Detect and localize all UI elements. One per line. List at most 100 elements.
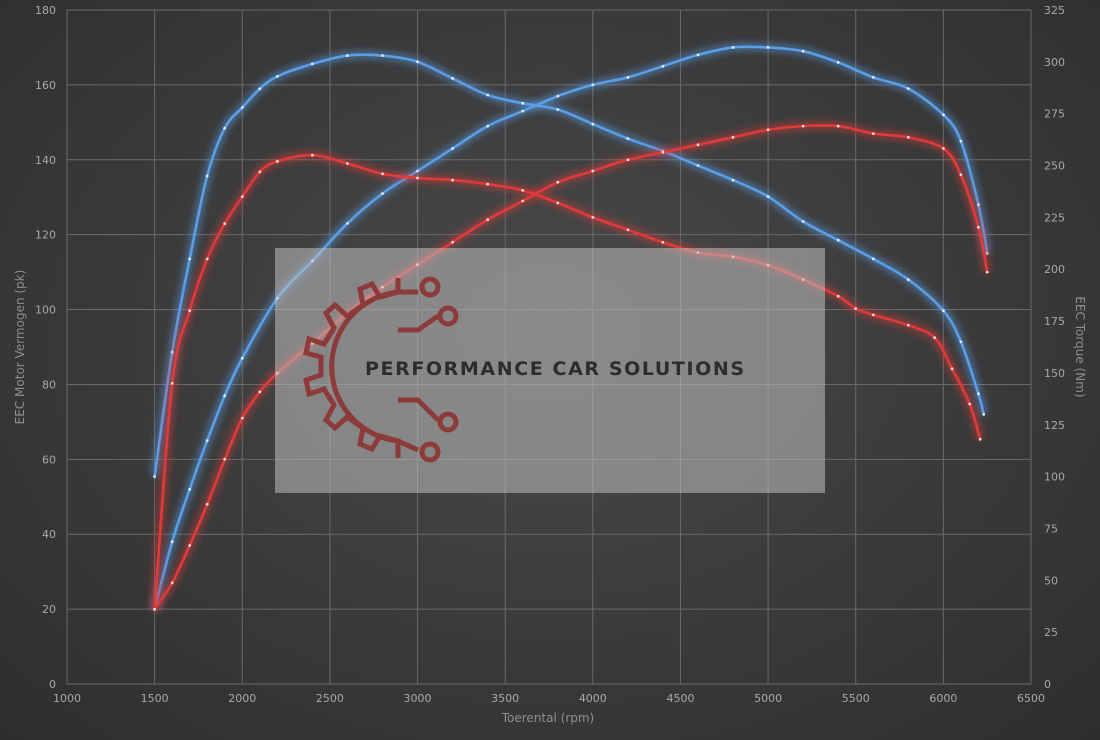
x-axis-title: Toerental (rpm) <box>501 711 594 725</box>
y-tick-label: 100 <box>35 304 56 317</box>
data-point <box>950 367 954 371</box>
data-point <box>766 195 770 199</box>
data-point <box>223 126 227 130</box>
x-tick-label: 2500 <box>316 692 344 705</box>
x-tick-label: 3500 <box>491 692 519 705</box>
y-axis-right-title: EEC Torque (Nm) <box>1073 296 1087 397</box>
data-point <box>381 192 384 195</box>
data-point <box>223 457 227 461</box>
y-tick-label: 20 <box>42 603 56 616</box>
data-point <box>626 76 630 79</box>
data-point <box>731 46 735 49</box>
x-tick-label: 3000 <box>404 692 432 705</box>
data-point <box>521 101 525 105</box>
data-point <box>205 174 209 178</box>
data-point <box>591 122 595 126</box>
data-point <box>451 147 454 150</box>
data-point <box>871 76 875 79</box>
data-point <box>591 169 595 173</box>
y-tick-label: 80 <box>42 378 56 391</box>
data-point <box>451 77 454 80</box>
data-point <box>521 109 525 113</box>
data-point <box>978 437 982 441</box>
data-point <box>982 413 986 416</box>
data-point <box>696 53 700 57</box>
y2-tick-label: 225 <box>1044 211 1065 224</box>
data-point <box>486 218 490 222</box>
data-point <box>170 540 174 544</box>
data-point <box>240 195 244 199</box>
data-point <box>275 75 279 78</box>
y2-tick-label: 325 <box>1044 4 1065 17</box>
data-point <box>170 381 174 385</box>
data-point <box>188 309 192 313</box>
data-point <box>416 60 419 64</box>
data-point <box>977 225 980 229</box>
data-point <box>556 108 560 111</box>
data-point <box>205 257 209 261</box>
data-point <box>766 46 770 49</box>
data-point <box>836 238 840 242</box>
x-tick-label: 6500 <box>1017 692 1045 705</box>
x-tick-label: 4500 <box>666 692 694 705</box>
y-tick-label: 60 <box>42 453 56 466</box>
data-point <box>626 137 630 141</box>
data-point <box>959 340 963 344</box>
data-point <box>942 147 945 150</box>
data-point <box>188 487 192 491</box>
y2-tick-label: 150 <box>1044 367 1065 380</box>
watermark-text: PERFORMANCE CAR SOLUTIONS <box>365 358 746 380</box>
data-point <box>626 228 630 232</box>
y2-tick-label: 175 <box>1044 315 1065 328</box>
data-point <box>906 278 910 281</box>
data-point <box>451 240 454 244</box>
x-tick-label: 5500 <box>842 692 870 705</box>
data-point <box>205 439 209 442</box>
data-point <box>188 544 192 547</box>
y-axis-left-title: EEC Motor Vermogen (pk) <box>13 270 27 425</box>
y2-tick-label: 50 <box>1044 574 1058 587</box>
data-point <box>311 153 314 157</box>
data-point <box>381 172 384 176</box>
data-point <box>696 164 700 167</box>
data-point <box>801 124 805 128</box>
x-tick-label: 4000 <box>579 692 607 705</box>
data-point <box>871 257 875 261</box>
data-point <box>153 607 157 611</box>
data-point <box>591 83 595 87</box>
x-axis: 1000 1500 2000 2500 3000 3500 4000 4500 5000 5500… <box>53 692 1045 705</box>
data-point <box>906 323 910 327</box>
data-point <box>942 113 945 117</box>
y2-tick-label: 275 <box>1044 108 1065 121</box>
data-point <box>731 135 735 139</box>
data-point <box>346 162 349 165</box>
data-point <box>661 64 665 68</box>
data-point <box>170 581 174 585</box>
data-point <box>836 61 840 64</box>
y-axis-right: 0 25 50 75 100 125 150 175 200 225 250 275 300 325 <box>1044 4 1065 691</box>
watermark: PERFORMANCE CAR SOLUTIONS <box>275 248 825 493</box>
data-point <box>556 180 560 184</box>
data-point <box>661 150 665 154</box>
data-point <box>942 309 945 313</box>
data-point <box>906 87 910 90</box>
data-point <box>696 143 700 147</box>
series-line <box>153 124 989 611</box>
data-point <box>906 135 910 139</box>
y-axis-left: 0 20 40 60 80 100 120 140 160 180 <box>35 4 56 691</box>
y-tick-label: 120 <box>35 229 56 242</box>
y-tick-label: 140 <box>35 154 56 167</box>
data-point <box>240 356 244 360</box>
y2-tick-label: 0 <box>1044 678 1051 691</box>
data-point <box>977 203 980 207</box>
gear-logo-icon <box>303 276 459 463</box>
data-point <box>311 62 314 66</box>
series-1 <box>150 50 989 478</box>
data-point <box>731 178 735 182</box>
data-point <box>346 54 349 57</box>
y2-tick-label: 25 <box>1044 626 1058 639</box>
data-point <box>205 502 209 506</box>
x-tick-label: 5000 <box>754 692 782 705</box>
data-point <box>521 189 525 192</box>
data-point <box>486 182 490 186</box>
